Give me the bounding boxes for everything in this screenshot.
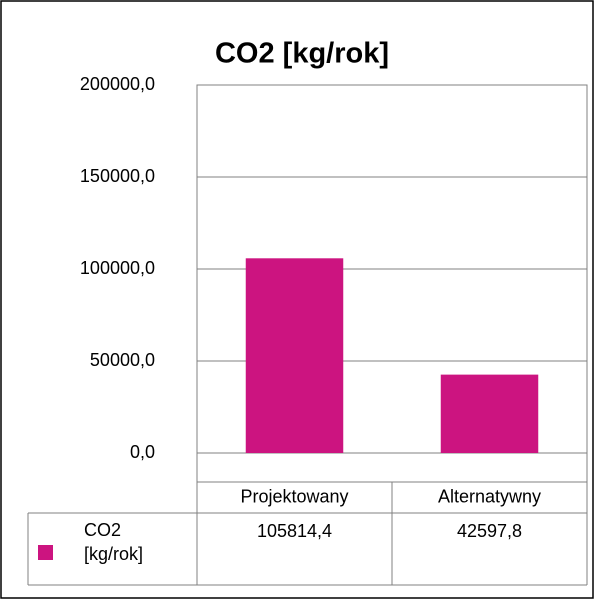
y-tick-label: 50000,0 [90, 350, 155, 370]
y-tick-label: 100000,0 [80, 258, 155, 278]
data-label: 42597,8 [457, 521, 522, 541]
legend-label: CO2 [kg/rok] [84, 520, 144, 564]
legend-box: CO2 [kg/rok] [84, 520, 144, 564]
y-tick-label: 200000,0 [80, 74, 155, 94]
y-tick-label: 150000,0 [80, 166, 155, 186]
legend-marker [38, 545, 53, 560]
x-tick-label: Alternatywny [438, 486, 541, 506]
bar [440, 374, 539, 453]
data-label: 105814,4 [257, 521, 332, 541]
x-tick-label: Projektowany [240, 486, 348, 506]
chart-title: CO2 [kg/rok] [215, 38, 389, 70]
bar [245, 258, 344, 453]
y-tick-label: 0,0 [130, 442, 155, 462]
